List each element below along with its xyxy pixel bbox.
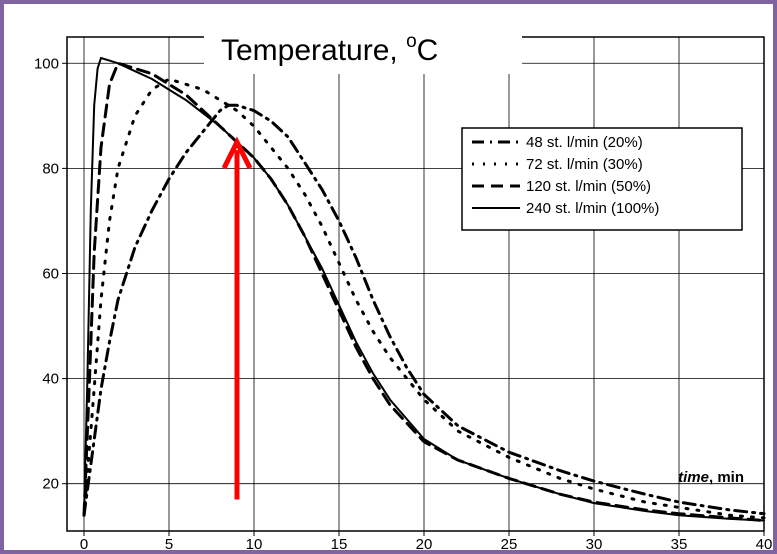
chart-title: Temperature, oC: [204, 20, 522, 74]
series-lines: [82, 56, 766, 522]
x-tick-label: 40: [756, 536, 773, 550]
x-tick-label: 10: [246, 536, 263, 550]
series-line-3: [83, 56, 765, 522]
y-tick-label: 60: [42, 265, 59, 282]
y-tick-label: 80: [42, 160, 59, 177]
x-tick-label: 25: [501, 536, 518, 550]
title-background: [204, 20, 522, 74]
x-axis-label: time, min: [678, 469, 744, 486]
legend-label-0: 48 st. l/min (20%): [526, 134, 643, 151]
x-tick-label: 20: [416, 536, 433, 550]
legend-box: [461, 127, 743, 231]
legend-label-1: 72 st. l/min (30%): [526, 156, 643, 173]
x-tick-label: 0: [80, 536, 88, 550]
y-tick-labels: 20 40 60 80 100: [34, 55, 67, 493]
y-tick-label: 20: [42, 476, 59, 493]
legend-label-2: 120 st. l/min (50%): [526, 178, 651, 195]
chart-title-text: Temperature, oC: [221, 31, 438, 67]
legend-label-3: 240 st. l/min (100%): [526, 200, 659, 217]
x-tick-label: 35: [671, 536, 688, 550]
plot-border: [66, 36, 765, 532]
legend: 48 st. l/min (20%) 72 st. l/min (30%) 120 …: [461, 127, 743, 231]
x-tick-label: 15: [331, 536, 348, 550]
arrow-head: [221, 136, 253, 170]
y-tick-label: 40: [42, 371, 59, 388]
y-tick-label: 100: [34, 55, 59, 72]
series-line-1: [82, 77, 766, 520]
x-tick-label: 5: [165, 536, 173, 550]
grid: [67, 37, 764, 531]
x-tick-label: 30: [586, 536, 603, 550]
x-tick-labels: 0 5 10 15 20 25 30 35 40: [80, 531, 773, 550]
red-arrow-annotation: [221, 136, 253, 500]
series-line-0: [82, 103, 766, 517]
temperature-chart: 0 5 10 15 20 25 30 35 40 20 40 60 80 100 48 st. l/mi…: [34, 20, 773, 550]
